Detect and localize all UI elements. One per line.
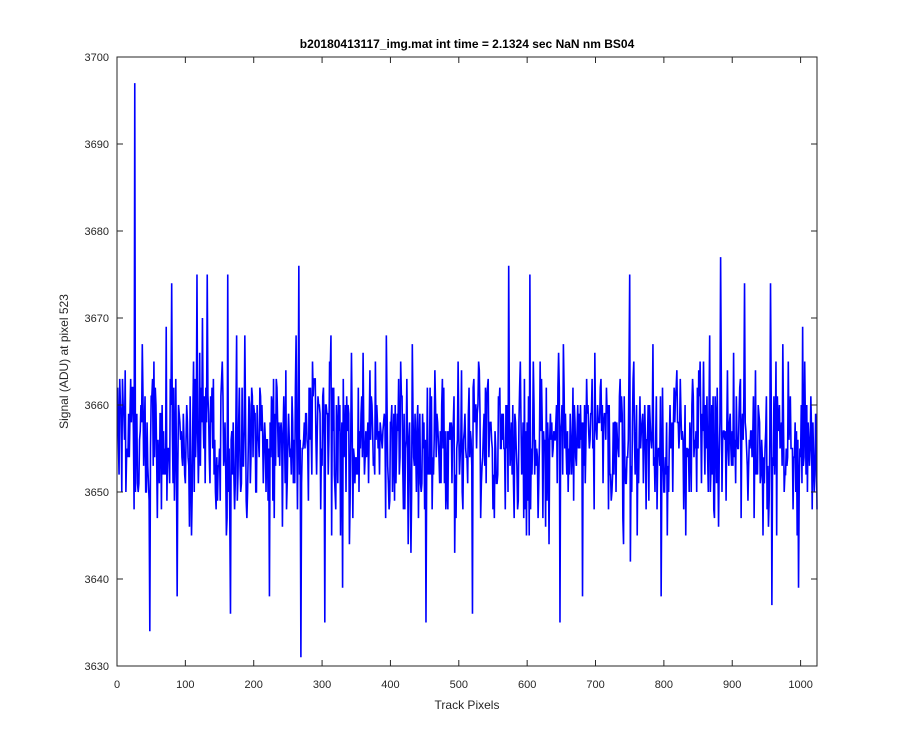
y-tick-label: 3690 (85, 139, 109, 151)
x-tick-label: 400 (381, 679, 399, 691)
y-tick-label: 3700 (85, 52, 109, 64)
chart-title: b20180413117_img.mat int time = 2.1324 s… (300, 37, 635, 51)
y-tick-label: 3650 (85, 487, 109, 499)
series-layer (116, 83, 818, 658)
axes-box (116, 56, 818, 667)
ticks-layer: 0 100 200 300 400 500 600 700 800 900 1000 3630 3640… (85, 52, 817, 691)
x-tick-label: 0 (114, 679, 120, 691)
x-axis-label: Track Pixels (435, 698, 500, 712)
y-tick-label: 3660 (85, 400, 109, 412)
x-tick-label: 300 (313, 679, 331, 691)
y-tick-label: 3670 (85, 313, 109, 325)
x-tick-label: 200 (245, 679, 263, 691)
x-tick-label: 900 (723, 679, 741, 691)
x-tick-label: 800 (655, 679, 673, 691)
x-tick-label: 500 (450, 679, 468, 691)
y-axis-label: Signal (ADU) at pixel 523 (57, 294, 71, 429)
y-tick-label: 3680 (85, 226, 109, 238)
y-tick-label: 3640 (85, 574, 109, 586)
x-tick-label: 100 (176, 679, 194, 691)
y-tick-label: 3630 (85, 661, 109, 673)
x-tick-label: 1000 (788, 679, 812, 691)
x-tick-label: 700 (586, 679, 604, 691)
x-tick-label: 600 (518, 679, 536, 691)
series-line (116, 83, 818, 658)
